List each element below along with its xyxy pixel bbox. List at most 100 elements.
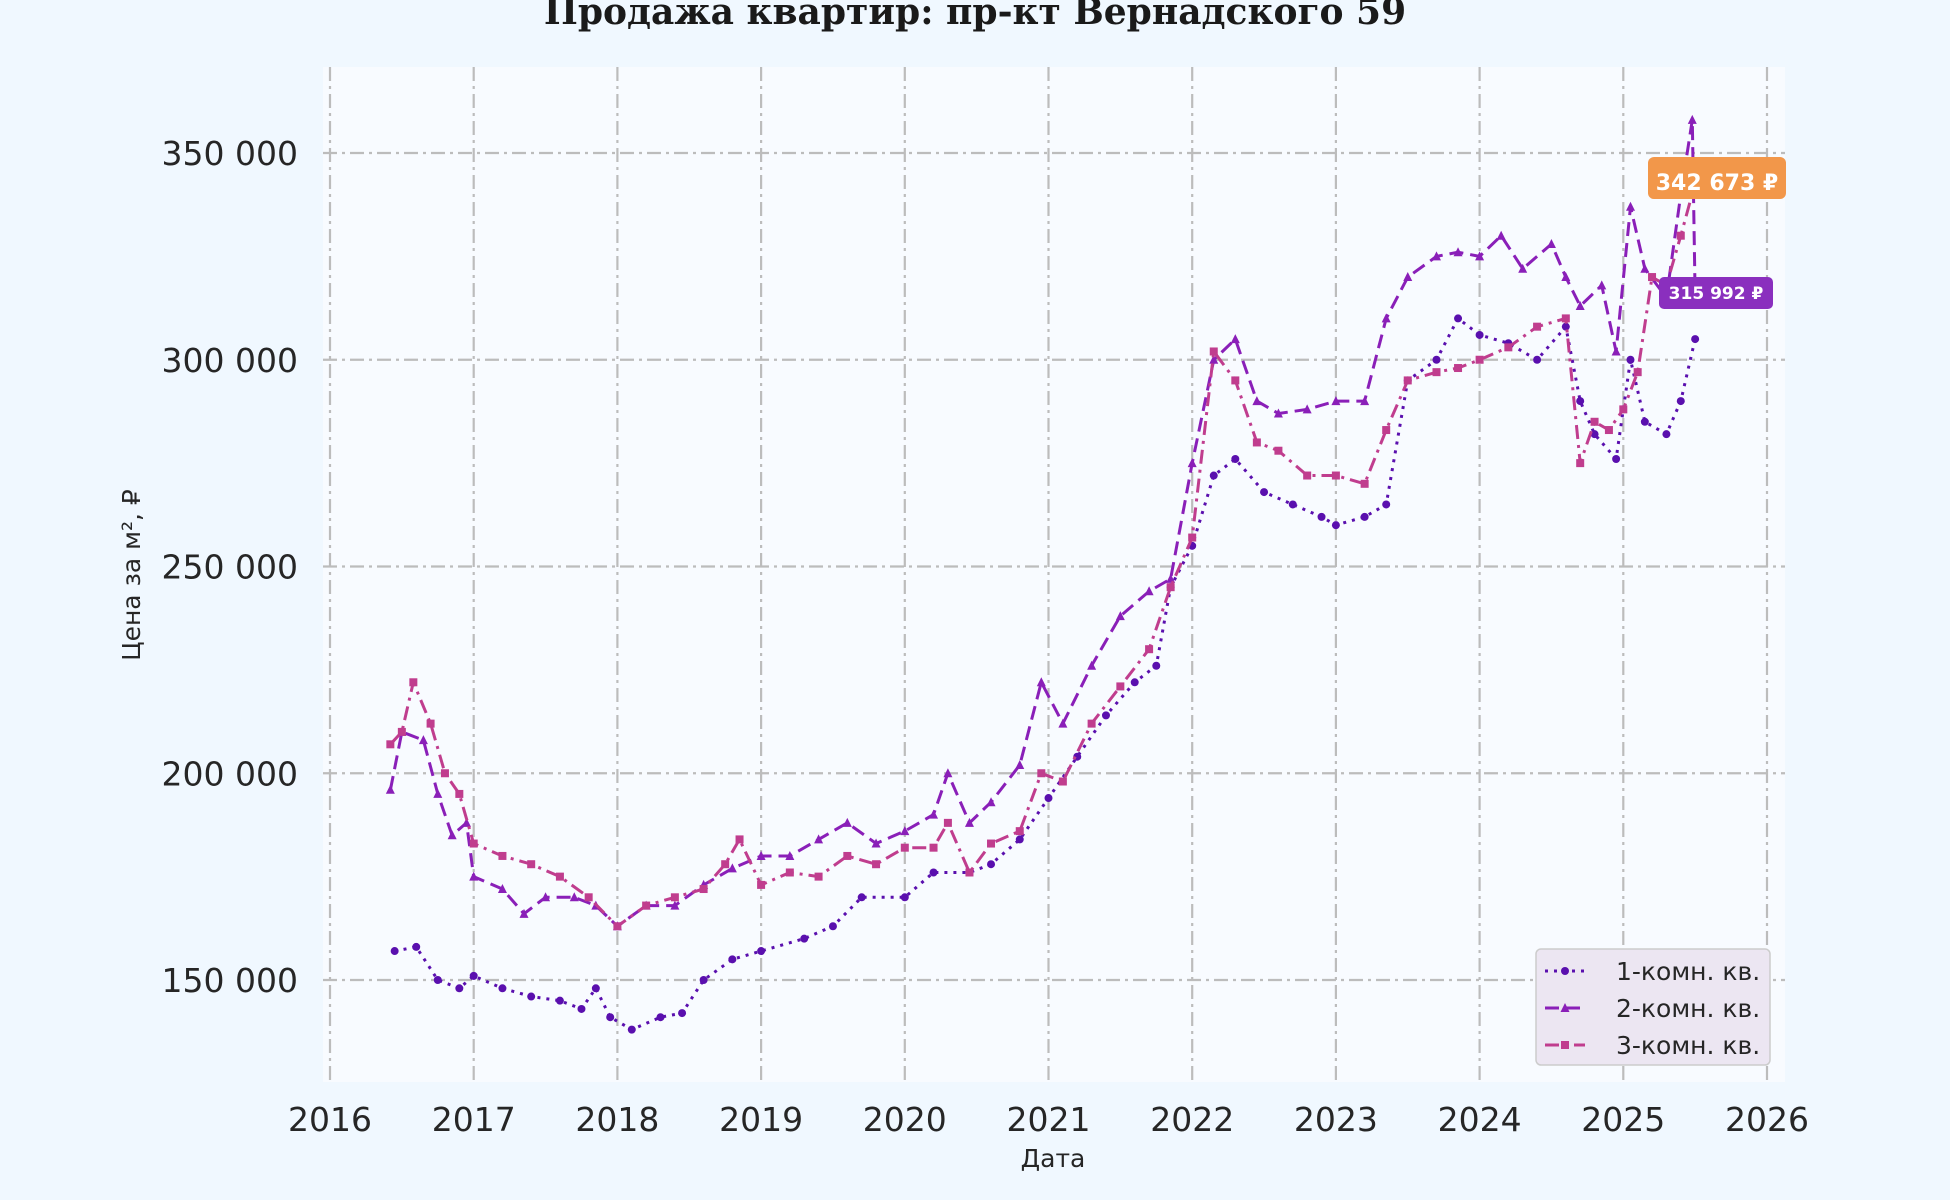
data-point: [900, 826, 910, 836]
data-point: [1252, 396, 1262, 406]
data-point: [1058, 777, 1067, 786]
data-point: [1274, 446, 1283, 455]
data-point: [1166, 573, 1176, 583]
legend-marker: [1560, 1003, 1570, 1012]
data-point: [1152, 661, 1161, 670]
data-point: [1036, 677, 1046, 687]
data-point: [1619, 405, 1628, 414]
data-point: [1612, 454, 1621, 463]
data-point: [1317, 512, 1326, 521]
data-point: [527, 992, 536, 1001]
data-point: [1576, 459, 1585, 468]
data-point: [577, 1004, 586, 1013]
data-point: [1687, 114, 1697, 124]
data-point: [1640, 263, 1650, 273]
data-point: [785, 868, 794, 877]
data-point: [1403, 272, 1413, 282]
data-point: [800, 934, 809, 943]
data-point: [1260, 488, 1269, 497]
data-point: [1475, 330, 1484, 339]
data-point: [670, 900, 680, 910]
data-point: [1546, 238, 1556, 248]
data-point: [872, 860, 881, 869]
data-point: [527, 860, 536, 869]
data-point: [555, 872, 564, 881]
data-point: [1360, 479, 1369, 488]
data-point: [929, 868, 938, 877]
data-point: [1561, 314, 1570, 323]
series-lines: [385, 114, 1700, 1034]
data-point: [1209, 354, 1219, 364]
data-point: [871, 838, 881, 848]
data-point: [1331, 521, 1340, 530]
data-point: [814, 834, 824, 844]
data-point: [1475, 251, 1485, 261]
data-point: [900, 843, 909, 852]
data-point: [1625, 201, 1635, 211]
data-point: [433, 976, 442, 984]
data-point: [1087, 660, 1097, 670]
x-tick-label: 2019: [719, 1100, 803, 1139]
data-point: [1288, 500, 1297, 509]
y-tick-label: 150 000: [162, 961, 298, 1000]
data-point: [1533, 355, 1542, 364]
data-point: [757, 947, 766, 956]
data-point: [929, 809, 939, 819]
data-point: [469, 871, 479, 881]
data-point: [412, 942, 421, 951]
data-point: [426, 719, 435, 728]
data-point: [455, 984, 464, 993]
data-point: [1058, 718, 1068, 728]
data-point: [418, 735, 428, 745]
data-point: [642, 901, 651, 910]
data-point: [447, 830, 457, 840]
chart-title: Продажа квартир: пр-кт Вернадского 59: [544, 0, 1406, 33]
data-point: [591, 984, 600, 993]
data-point: [964, 817, 974, 827]
data-point: [1101, 711, 1110, 720]
y-tick-label: 250 000: [162, 548, 298, 587]
data-point: [1302, 404, 1312, 414]
data-point: [1640, 417, 1649, 426]
y-tick-label: 350 000: [162, 134, 298, 173]
data-point: [409, 678, 418, 687]
data-point: [1611, 346, 1621, 356]
data-point: [1676, 231, 1685, 240]
data-point: [1166, 583, 1175, 592]
data-point: [498, 984, 507, 993]
end-label-text: 342 673 ₽: [1656, 171, 1778, 196]
axis-ticks: 2016 2017 2018 2019 2020 2021 2022 2023 2024 2025…: [162, 134, 1809, 1139]
data-point: [1360, 512, 1369, 521]
data-point: [606, 1013, 615, 1022]
data-point: [1518, 263, 1528, 273]
data-point: [1115, 611, 1125, 621]
data-point: [1590, 417, 1599, 426]
data-point: [1691, 335, 1700, 344]
data-point: [1382, 500, 1391, 509]
data-point: [1087, 719, 1096, 728]
series-line-3: [389, 182, 1697, 928]
data-point: [721, 860, 730, 869]
data-point: [555, 996, 564, 1005]
data-point: [727, 863, 737, 873]
data-point: [1381, 313, 1391, 323]
data-point: [1303, 471, 1312, 480]
data-point: [433, 788, 443, 798]
data-point: [1015, 759, 1025, 769]
x-axis-label: Дата: [1021, 1144, 1086, 1173]
data-point: [1648, 273, 1657, 282]
data-point: [1604, 426, 1613, 435]
data-point: [569, 892, 579, 902]
data-point: [390, 947, 399, 956]
data-point: [1209, 471, 1218, 480]
data-point: [1187, 458, 1197, 468]
data-point: [1454, 364, 1463, 373]
data-point: [699, 976, 708, 984]
data-point: [965, 868, 974, 877]
x-tick-label: 2017: [432, 1100, 516, 1139]
data-point: [1431, 251, 1441, 261]
grid: [323, 67, 1785, 1082]
data-point: [469, 971, 478, 980]
data-point: [498, 851, 507, 860]
x-tick-label: 2023: [1294, 1100, 1378, 1139]
